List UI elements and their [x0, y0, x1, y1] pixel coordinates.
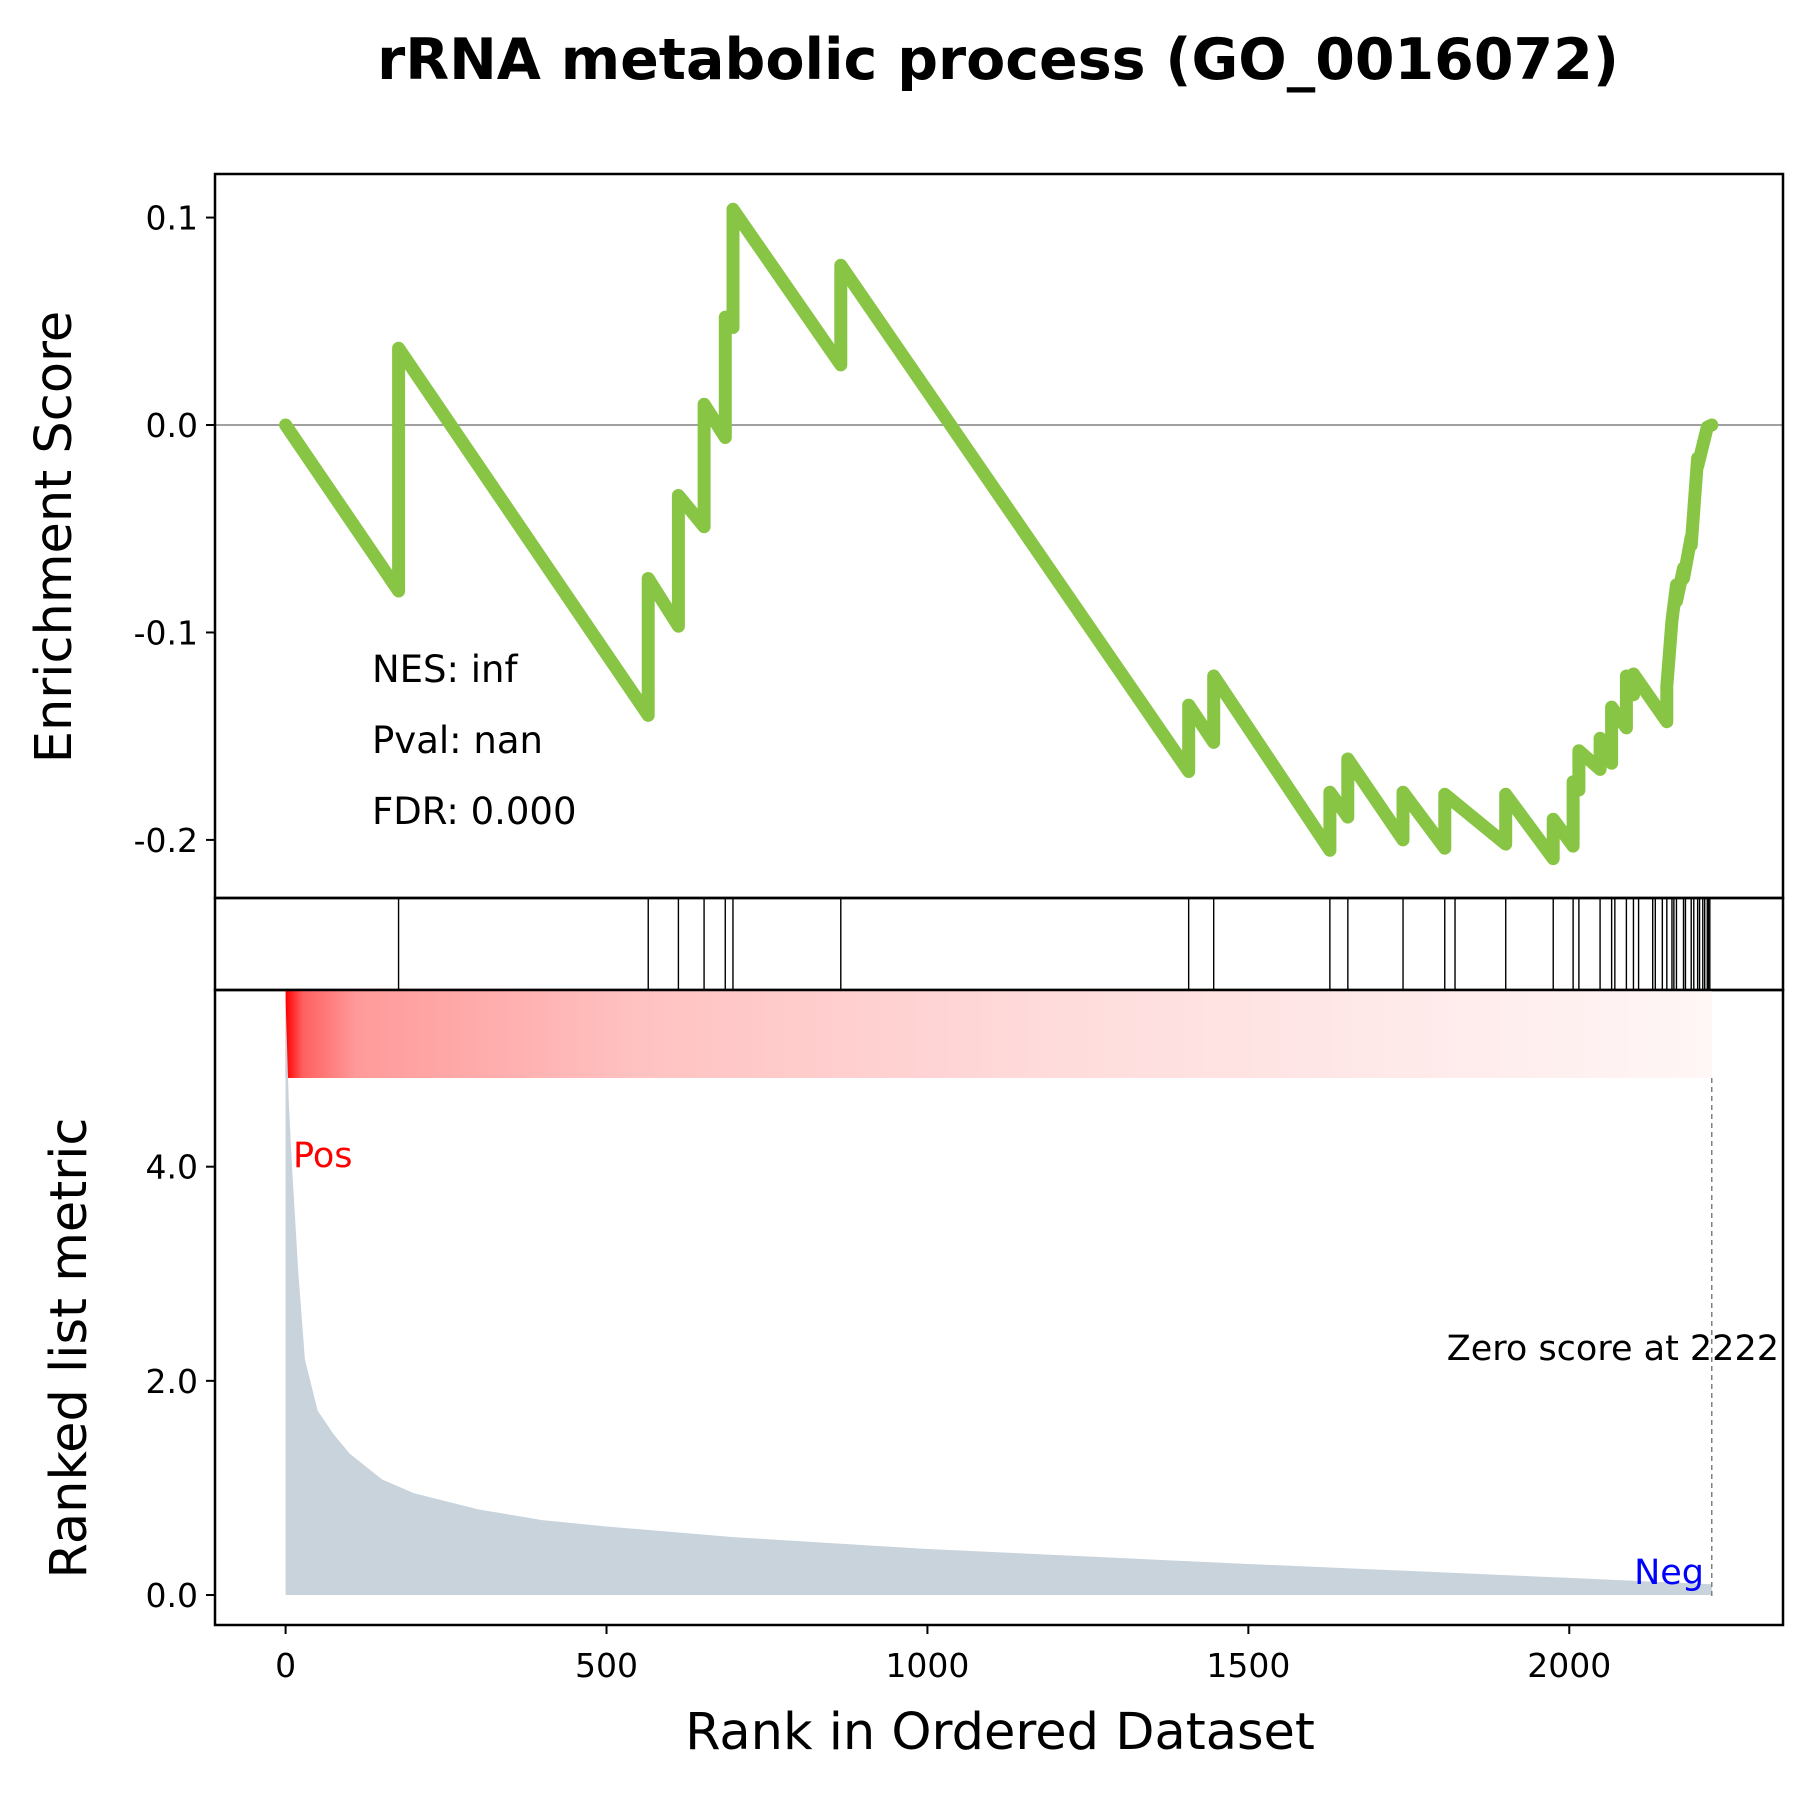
hit-markers-panel — [213, 896, 1785, 992]
es-y-tick-label: -0.2 — [134, 821, 198, 860]
stats-annotation: NES: inf — [372, 648, 518, 691]
stats-annotation: Pval: nan — [372, 719, 543, 762]
enrichment-score-panel: 0.1 0.0 -0.1 -0.2 NES: inf Pval: nan FDR: 0.00… — [134, 172, 1785, 900]
x-tick-label: 1000 — [885, 1646, 969, 1685]
ranked-metric-panel: Zero score at 2222 Pos Neg 0.0 2.0 4.0 — [146, 988, 1785, 1627]
neg-label: Neg — [1634, 1553, 1704, 1593]
ranked-metric-area — [285, 1000, 1712, 1595]
metric-y-axis-label: Ranked list metric — [40, 1118, 99, 1579]
x-tick-label: 500 — [575, 1646, 638, 1685]
chart-title: rRNA metabolic process (GO_0016072) — [377, 27, 1619, 93]
metric-y-tick-label: 2.0 — [146, 1362, 198, 1401]
rank-color-gradient-bar — [285, 990, 1712, 1078]
running-enrichment-score-line — [279, 202, 1719, 866]
es-y-tick-label: 0.0 — [146, 406, 198, 445]
x-tick-label: 1500 — [1206, 1646, 1290, 1685]
metric-panel-frame — [213, 988, 1785, 1627]
pos-label: Pos — [293, 1136, 353, 1176]
es-y-tick-label: 0.1 — [146, 199, 198, 238]
hit-panel-frame — [213, 896, 1785, 992]
enrichment-y-axis-label: Enrichment Score — [25, 311, 84, 763]
x-axis-label: Rank in Ordered Dataset — [685, 1703, 1315, 1762]
zero-score-label: Zero score at 2222 — [1447, 1329, 1779, 1369]
metric-y-tick-label: 4.0 — [146, 1148, 198, 1187]
metric-y-tick-label: 0.0 — [146, 1576, 198, 1615]
x-axis: 0 500 1000 1500 2000 — [275, 1625, 1611, 1685]
stats-annotation: FDR: 0.000 — [372, 790, 577, 833]
x-tick-label: 0 — [275, 1646, 296, 1685]
x-tick-label: 2000 — [1527, 1646, 1611, 1685]
es-y-tick-label: -0.1 — [134, 613, 198, 652]
